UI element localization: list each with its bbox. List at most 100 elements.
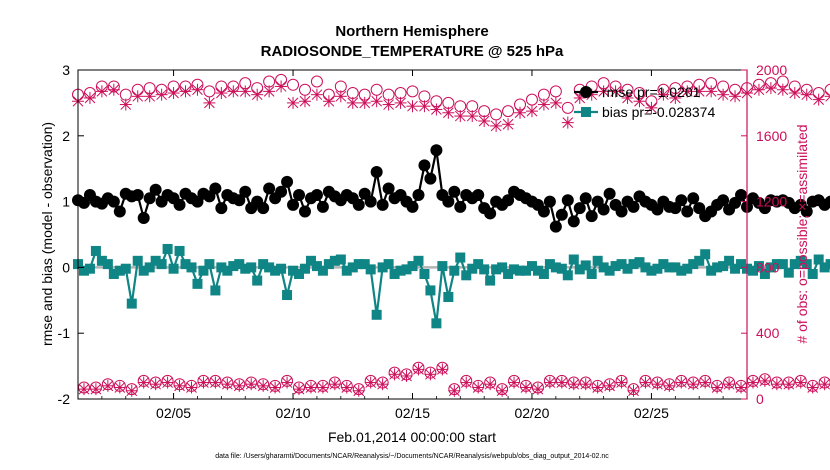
obs_assimilated-point [609,85,622,98]
obs_possible-point [287,78,300,91]
bias-point [718,261,729,272]
data-file-note: data file: /Users/gharamti/Documents/NCA… [215,453,609,460]
obs_assimilated-point [615,376,628,389]
bias-point [747,265,758,276]
bias-point [395,265,406,276]
obs_assimilated-point [394,96,407,109]
bias-point [562,270,573,281]
obs_possible-point [203,85,216,98]
bias-point [670,262,681,273]
bias-point [712,262,723,273]
y2-tick-label: 1200 [756,194,787,210]
chart-subtitle: RADIOSONDE_TEMPERATURE @ 525 hPa [261,43,564,60]
rmse-point [448,185,461,198]
bias-point [425,285,436,296]
plot-area [78,70,747,399]
bias-point [574,264,585,275]
bias-point [258,259,269,270]
rmse-point [310,189,323,202]
rmse-point [113,205,126,218]
rmse-point [298,205,311,218]
obs_assimilated-point [723,378,736,391]
bias-point [264,262,275,273]
bias-point [461,270,472,281]
obs_assimilated-point [555,376,568,389]
bias-point [473,259,484,270]
obs_assimilated-point [95,85,108,98]
bias-point [329,255,340,266]
obs_assimilated-point [639,376,652,389]
rmse-point [275,185,288,198]
bias-point [532,265,543,276]
bias-point [84,263,95,274]
obs_possible-point [370,83,383,96]
obs_assimilated-point [334,90,347,103]
legend-swatch-marker [581,107,591,117]
bias-point [162,243,173,254]
rmse-point [555,208,568,221]
obs_assimilated-point [298,95,311,108]
bias-point [317,265,328,276]
rmse-point [603,187,616,200]
bias-point [706,265,717,276]
obs_assimilated-point [107,83,120,96]
obs_assimilated-point [549,96,562,109]
bias-point [550,262,561,273]
bias-point [622,263,633,274]
obs_assimilated-point [191,83,204,96]
obs_assimilated-point [693,85,706,98]
obs_assimilated-point [597,85,610,98]
legend-label: bias pr=-0.028374 [602,104,715,120]
bias-point [252,275,263,286]
bias-point [240,263,251,274]
rmse-point [597,203,610,216]
obs_assimilated-point [752,83,765,96]
obs_assimilated-point [531,383,544,396]
obs_assimilated-point [484,378,497,391]
bias-point [186,262,197,273]
obs_assimilated-point [579,378,592,391]
bias-point [538,268,549,279]
obs_assimilated-point [400,369,413,382]
bias-point [491,264,502,275]
obs_assimilated-point [460,376,473,389]
obs_assimilated-point [514,106,527,119]
obs_assimilated-point [663,379,676,392]
bias-point [777,259,788,270]
rmse-point [442,195,455,208]
bias-point [479,264,490,275]
x-tick-label: 02/05 [156,405,191,421]
obs_assimilated-point [179,85,192,98]
bias-point [736,259,747,270]
obs_assimilated-point [143,90,156,103]
obs_assimilated-point [287,96,300,109]
bias-point [419,268,430,279]
obs_assimilated-point [657,88,670,101]
obs_assimilated-point [806,381,819,394]
obs_assimilated-point [800,88,813,101]
obs_assimilated-point [203,96,216,109]
bias-point [383,259,394,270]
bias-point [305,255,316,266]
rmse-point [472,189,485,202]
obs_assimilated-point [669,91,682,104]
obs_assimilated-point [496,384,509,397]
obs_assimilated-point [699,376,712,389]
obs_assimilated-point [239,85,252,98]
bias-point [556,263,567,274]
rmse-point [149,183,162,196]
obs_assimilated-point [167,87,180,100]
rmse-point [573,202,586,215]
rmse-point [293,189,306,202]
bias-point [586,268,597,279]
legend-label: rmse pr=1.0201 [602,84,701,100]
obs_assimilated-point [782,378,795,391]
rmse-point [263,182,276,195]
bias-point [204,259,215,270]
bias-point [598,262,609,273]
bias-point [724,255,735,266]
y-tick-label: -2 [58,391,71,407]
obs_assimilated-point [525,105,538,118]
bias-point [604,265,615,276]
